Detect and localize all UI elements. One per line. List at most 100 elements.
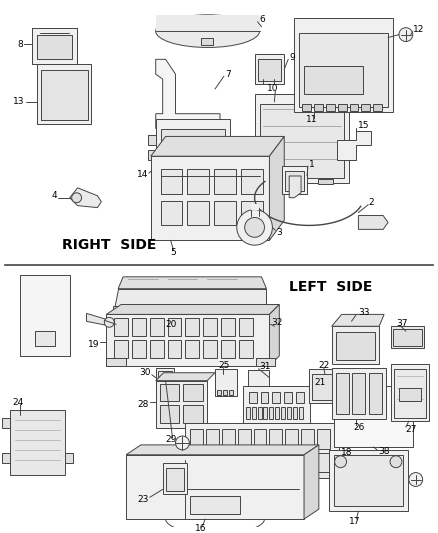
Bar [214, 201, 236, 225]
Bar [214, 169, 236, 194]
Bar [203, 318, 217, 336]
Polygon shape [304, 445, 319, 519]
Bar [285, 429, 298, 449]
Bar [251, 407, 256, 419]
Bar [260, 392, 266, 397]
Bar [223, 390, 227, 395]
Bar [221, 340, 235, 358]
Text: 26: 26 [353, 423, 365, 432]
Text: 9: 9 [289, 53, 295, 62]
Bar [35, 331, 55, 346]
Polygon shape [337, 131, 371, 160]
Bar [282, 166, 307, 194]
Bar [251, 204, 258, 209]
Bar [114, 318, 128, 336]
Bar [156, 119, 230, 170]
Circle shape [104, 317, 114, 327]
Polygon shape [118, 277, 266, 289]
Bar [296, 392, 304, 403]
Bar [285, 171, 304, 191]
Bar [336, 373, 349, 414]
Bar [191, 429, 203, 449]
Text: 2: 2 [368, 198, 374, 207]
Bar [334, 385, 413, 447]
Bar [269, 407, 273, 419]
Polygon shape [269, 136, 284, 240]
Bar [254, 306, 272, 314]
Bar [350, 104, 358, 111]
Bar [394, 369, 426, 418]
Bar [276, 407, 279, 419]
Bar [391, 364, 429, 421]
Bar [391, 326, 424, 348]
Bar [314, 104, 323, 111]
Circle shape [176, 436, 189, 450]
Bar [191, 453, 203, 473]
Text: 22: 22 [319, 361, 330, 370]
Text: 7: 7 [225, 70, 231, 79]
Text: 11: 11 [306, 115, 318, 124]
Bar [168, 340, 181, 358]
Bar [206, 453, 219, 473]
Bar [317, 453, 330, 473]
Text: 20: 20 [166, 320, 177, 329]
Bar [309, 369, 341, 403]
Polygon shape [289, 176, 301, 198]
Bar [369, 373, 382, 414]
Bar [166, 467, 184, 491]
Bar [238, 429, 251, 449]
Bar [269, 429, 282, 449]
Polygon shape [156, 373, 215, 381]
Bar [162, 463, 187, 494]
Text: 15: 15 [358, 121, 370, 130]
Polygon shape [151, 136, 284, 156]
Text: RIGHT  SIDE: RIGHT SIDE [62, 238, 156, 252]
Bar [269, 453, 282, 473]
Bar [318, 179, 333, 184]
Text: 14: 14 [138, 171, 149, 180]
Bar [353, 373, 365, 414]
Bar [393, 329, 422, 346]
Bar [203, 340, 217, 358]
Bar [243, 385, 310, 423]
Bar [160, 406, 180, 423]
Polygon shape [106, 304, 279, 314]
Text: 4: 4 [51, 191, 57, 200]
Bar [161, 201, 182, 225]
Bar [304, 66, 364, 94]
Bar [32, 28, 77, 64]
Text: 21: 21 [314, 378, 325, 387]
Bar [184, 384, 203, 401]
Bar [20, 275, 70, 356]
Bar [3, 453, 11, 463]
Circle shape [409, 473, 423, 487]
Bar [156, 15, 260, 31]
Bar [285, 453, 298, 473]
Bar [37, 35, 72, 59]
Bar [281, 407, 285, 419]
Polygon shape [358, 215, 388, 229]
Polygon shape [87, 313, 106, 325]
Bar [247, 370, 269, 398]
Polygon shape [269, 304, 279, 366]
Bar [215, 369, 237, 397]
Bar [222, 429, 235, 449]
Bar [148, 135, 156, 146]
Bar [373, 104, 382, 111]
Bar [184, 406, 203, 423]
Bar [150, 318, 164, 336]
Text: 19: 19 [88, 340, 99, 349]
Bar [254, 54, 284, 84]
Bar [301, 429, 314, 449]
Bar [229, 390, 233, 395]
Polygon shape [156, 59, 220, 128]
Polygon shape [32, 28, 77, 64]
Bar [168, 318, 181, 336]
Bar [11, 410, 65, 474]
Text: 24: 24 [12, 398, 24, 407]
Circle shape [237, 209, 272, 245]
Bar [246, 407, 250, 419]
Text: LEFT  SIDE: LEFT SIDE [289, 280, 373, 294]
Bar [132, 318, 146, 336]
Bar [254, 429, 266, 449]
